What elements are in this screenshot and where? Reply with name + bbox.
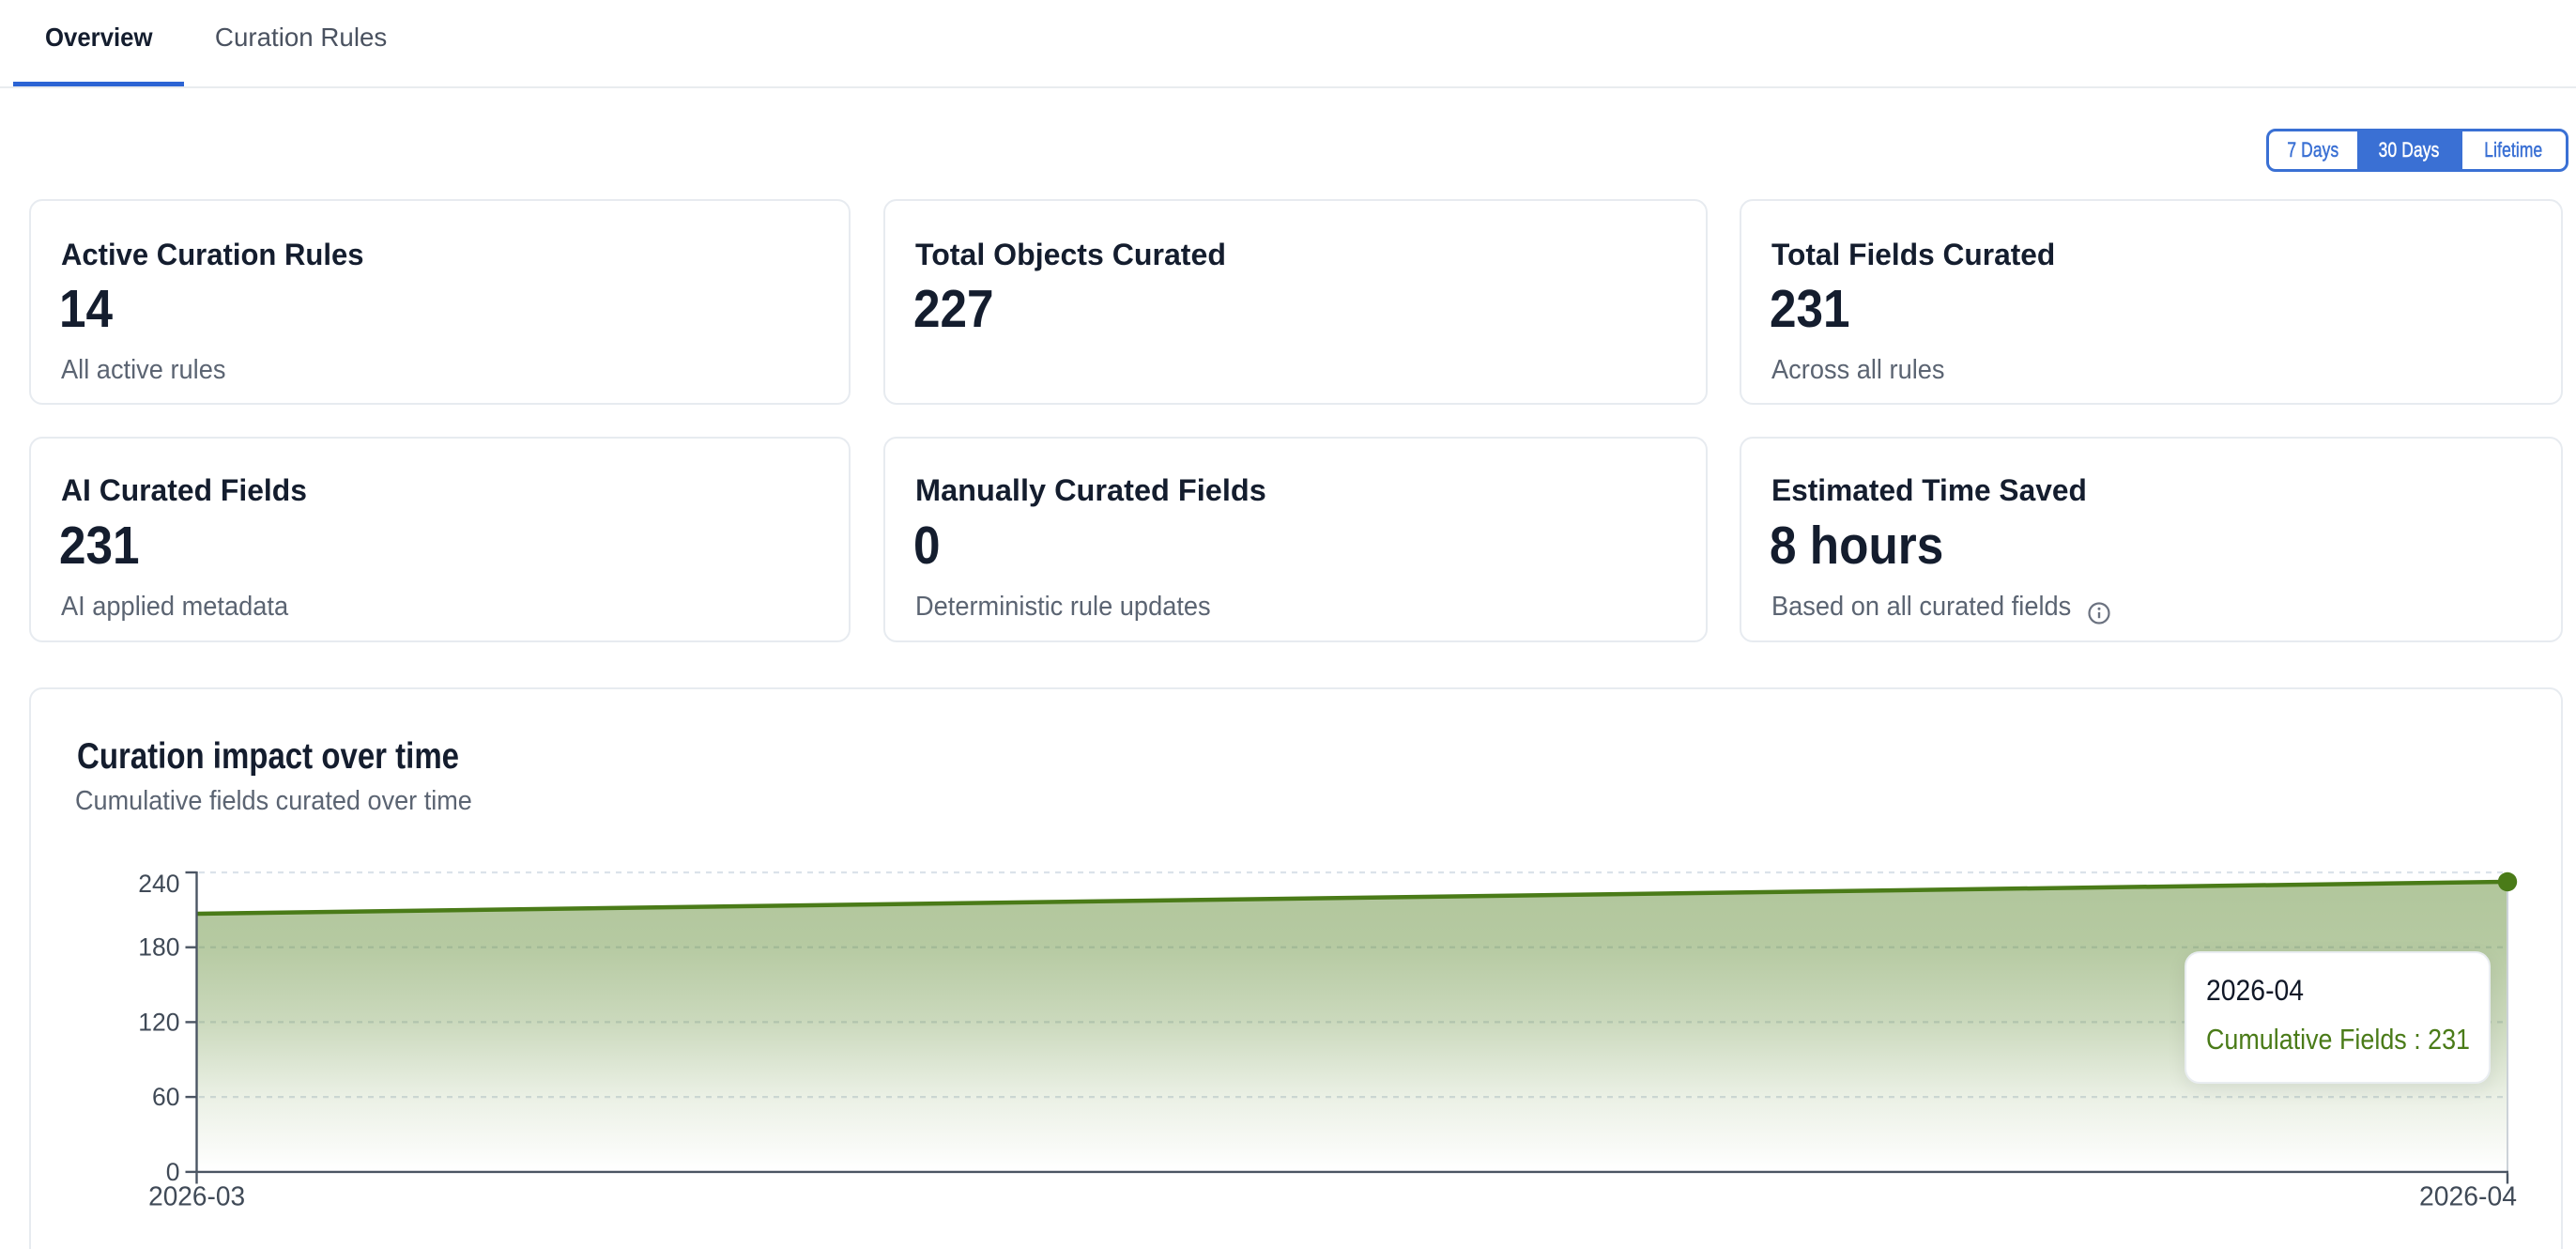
svg-text:180: 180 (138, 933, 179, 962)
svg-text:120: 120 (138, 1008, 179, 1036)
svg-text:240: 240 (138, 870, 179, 898)
svg-text:2026-04: 2026-04 (2419, 1181, 2517, 1211)
svg-text:60: 60 (152, 1083, 179, 1111)
svg-text:0: 0 (166, 1158, 180, 1186)
svg-text:2026-03: 2026-03 (148, 1181, 245, 1211)
